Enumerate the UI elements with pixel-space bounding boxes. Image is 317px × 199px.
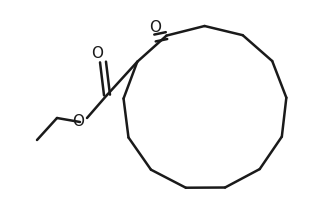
Text: O: O bbox=[149, 20, 161, 35]
Text: O: O bbox=[72, 114, 84, 130]
Text: O: O bbox=[91, 47, 103, 61]
